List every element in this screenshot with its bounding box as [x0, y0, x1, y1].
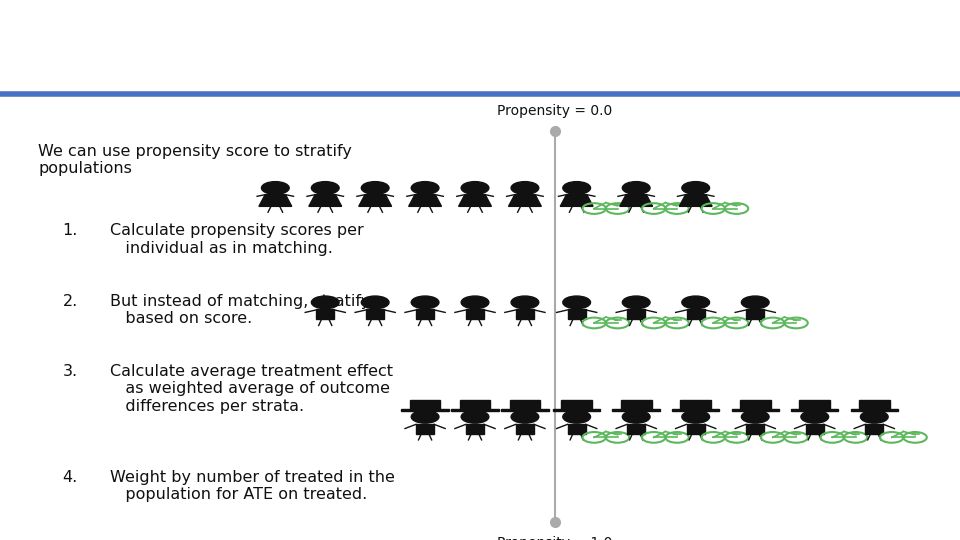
- Circle shape: [261, 181, 289, 194]
- Circle shape: [741, 410, 769, 423]
- Circle shape: [622, 296, 650, 309]
- Circle shape: [563, 181, 590, 194]
- Bar: [686, 423, 705, 434]
- Bar: [510, 401, 540, 410]
- Text: 4.: 4.: [62, 470, 78, 484]
- Polygon shape: [509, 194, 541, 206]
- Bar: [466, 309, 484, 319]
- Circle shape: [511, 410, 539, 423]
- Polygon shape: [409, 194, 442, 206]
- Circle shape: [411, 181, 439, 194]
- Bar: [466, 423, 484, 434]
- Polygon shape: [561, 194, 593, 206]
- Circle shape: [563, 296, 590, 309]
- Bar: [621, 401, 652, 410]
- Text: But instead of matching, stratify
   based on score.: But instead of matching, stratify based …: [110, 294, 371, 326]
- Bar: [562, 401, 592, 410]
- Bar: [672, 409, 719, 411]
- Circle shape: [361, 296, 389, 309]
- Bar: [851, 409, 898, 411]
- Text: 3.: 3.: [62, 364, 78, 379]
- Circle shape: [461, 296, 489, 309]
- Bar: [859, 401, 890, 410]
- Circle shape: [461, 181, 489, 194]
- Circle shape: [311, 296, 339, 309]
- Circle shape: [311, 181, 339, 194]
- Circle shape: [622, 181, 650, 194]
- Bar: [401, 409, 448, 411]
- Bar: [416, 309, 434, 319]
- Bar: [516, 423, 534, 434]
- Bar: [410, 401, 441, 410]
- Circle shape: [511, 181, 539, 194]
- Circle shape: [860, 410, 888, 423]
- Bar: [460, 401, 491, 410]
- Text: 1.: 1.: [62, 223, 78, 238]
- Bar: [746, 423, 764, 434]
- Bar: [686, 309, 705, 319]
- Text: Propensity = 1.0: Propensity = 1.0: [497, 536, 612, 540]
- Text: Calculate propensity scores per
   individual as in matching.: Calculate propensity scores per individu…: [110, 223, 364, 255]
- Text: Propensity = 0.0: Propensity = 0.0: [497, 104, 612, 118]
- Bar: [416, 423, 434, 434]
- Bar: [451, 409, 498, 411]
- Polygon shape: [359, 194, 392, 206]
- Circle shape: [682, 410, 709, 423]
- Polygon shape: [309, 194, 342, 206]
- Circle shape: [682, 181, 709, 194]
- Polygon shape: [620, 194, 653, 206]
- Text: 2.: 2.: [62, 294, 78, 308]
- Bar: [681, 401, 711, 410]
- Bar: [553, 409, 600, 411]
- Bar: [740, 401, 771, 410]
- Text: Calculate average treatment effect
   as weighted average of outcome
   differen: Calculate average treatment effect as we…: [110, 364, 394, 414]
- Bar: [516, 309, 534, 319]
- Text: Propensity Score Stratification: Propensity Score Stratification: [34, 39, 517, 70]
- Bar: [746, 309, 764, 319]
- Bar: [612, 409, 660, 411]
- Polygon shape: [259, 194, 292, 206]
- Bar: [567, 309, 586, 319]
- Bar: [800, 401, 830, 410]
- Polygon shape: [680, 194, 712, 206]
- Circle shape: [361, 181, 389, 194]
- Circle shape: [511, 296, 539, 309]
- Circle shape: [411, 296, 439, 309]
- Polygon shape: [459, 194, 492, 206]
- Bar: [791, 409, 838, 411]
- Bar: [627, 309, 645, 319]
- Bar: [316, 309, 334, 319]
- Bar: [501, 409, 549, 411]
- Bar: [732, 409, 779, 411]
- Text: Weight by number of treated in the
   population for ATE on treated.: Weight by number of treated in the popul…: [110, 470, 396, 502]
- Circle shape: [563, 410, 590, 423]
- Bar: [865, 423, 883, 434]
- Bar: [366, 309, 384, 319]
- Circle shape: [411, 410, 439, 423]
- Text: We can use propensity score to stratify
populations: We can use propensity score to stratify …: [38, 144, 352, 176]
- Bar: [805, 423, 824, 434]
- Bar: [567, 423, 586, 434]
- Bar: [627, 423, 645, 434]
- Circle shape: [801, 410, 828, 423]
- Circle shape: [461, 410, 489, 423]
- Circle shape: [741, 296, 769, 309]
- Circle shape: [682, 296, 709, 309]
- Circle shape: [622, 410, 650, 423]
